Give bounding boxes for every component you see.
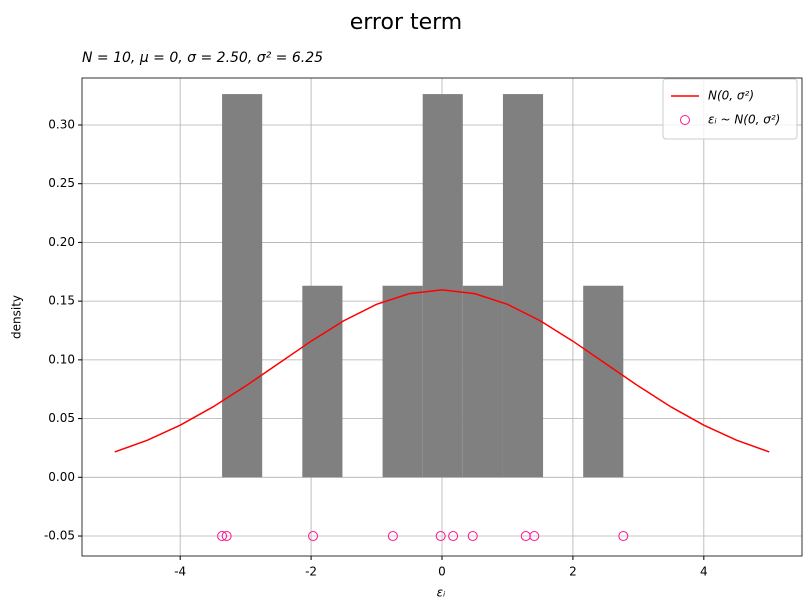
sample-point xyxy=(217,531,228,542)
x-tick-label: -4 xyxy=(174,565,186,579)
sample-point xyxy=(618,531,629,542)
plot-frame xyxy=(81,77,803,557)
sample-point xyxy=(387,531,398,542)
histogram-bar xyxy=(422,94,463,478)
sample-point xyxy=(435,531,446,542)
normal-curve xyxy=(114,289,770,453)
x-tick-label: 0 xyxy=(438,565,446,579)
y-tick-label: -0.05 xyxy=(44,529,75,543)
sample-point xyxy=(467,531,478,542)
y-tick-label: 0.20 xyxy=(48,235,75,249)
chart-subtitle: N = 10, μ = 0, σ = 2.50, σ² = 6.25 xyxy=(82,50,323,66)
x-tick-label: 4 xyxy=(700,565,708,579)
sample-point xyxy=(448,531,459,542)
sample-point xyxy=(529,531,540,542)
y-tick-label: 0.25 xyxy=(48,176,75,190)
y-tick-label: 0.15 xyxy=(48,294,75,308)
x-tick-label: 2 xyxy=(569,565,577,579)
histogram-bar xyxy=(462,285,503,478)
y-tick-label: 0.30 xyxy=(48,117,75,131)
sample-point xyxy=(221,531,232,542)
x-axis-label: εᵢ xyxy=(437,586,446,600)
chart-title: error term xyxy=(350,10,463,35)
sample-point xyxy=(308,531,319,542)
y-tick-label: 0.00 xyxy=(48,470,75,484)
histogram-bar xyxy=(583,285,624,478)
histogram-bar xyxy=(382,285,423,478)
legend-marker xyxy=(680,115,690,125)
x-tick-label: -2 xyxy=(305,565,317,579)
histogram-bar xyxy=(222,94,263,478)
histogram-bar xyxy=(502,94,544,478)
legend-label: εᵢ ~ N(0, σ²) xyxy=(708,113,780,127)
histogram-bar xyxy=(302,285,343,478)
legend-label: N(0, σ²) xyxy=(708,89,754,103)
y-axis-label: density xyxy=(10,295,24,339)
y-tick-label: 0.05 xyxy=(48,411,75,425)
legend-box xyxy=(662,78,798,140)
y-tick-label: 0.10 xyxy=(48,352,75,366)
